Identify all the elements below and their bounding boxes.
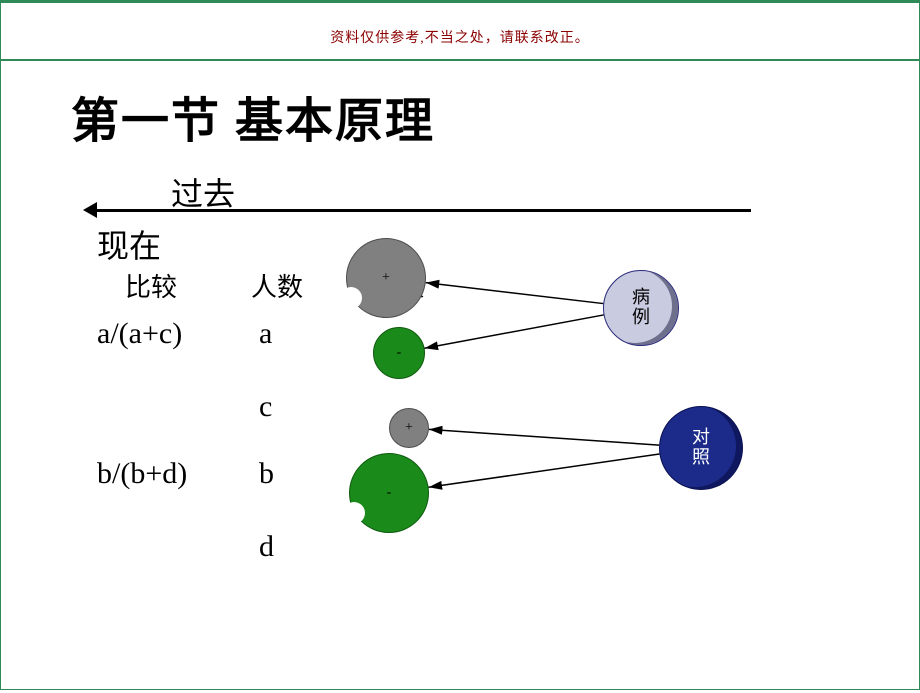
edge-case-neg1 [425,315,604,348]
edge-ctrl-neg2 [429,454,660,487]
edge-ctrl-pos2 [429,429,659,445]
edge-case-pos1 [426,283,604,304]
edges-layer [1,3,920,693]
